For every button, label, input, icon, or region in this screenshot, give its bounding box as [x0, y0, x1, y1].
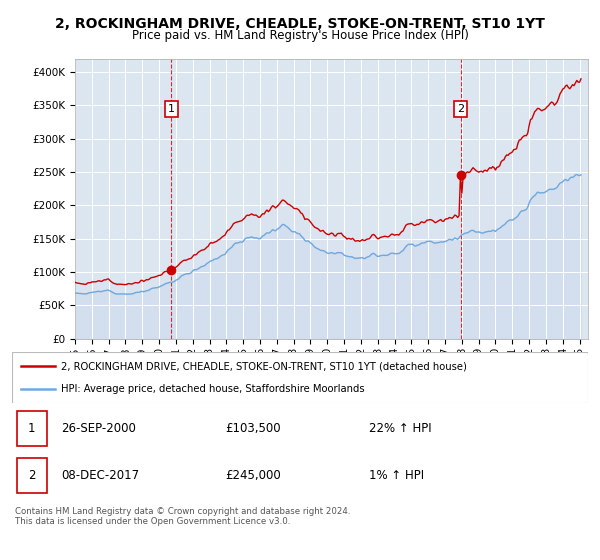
Text: 2: 2	[28, 469, 35, 482]
Text: 2, ROCKINGHAM DRIVE, CHEADLE, STOKE-ON-TRENT, ST10 1YT (detached house): 2, ROCKINGHAM DRIVE, CHEADLE, STOKE-ON-T…	[61, 361, 467, 371]
Text: 08-DEC-2017: 08-DEC-2017	[61, 469, 139, 482]
Text: 1: 1	[168, 104, 175, 114]
FancyBboxPatch shape	[12, 352, 588, 403]
Text: 26-SEP-2000: 26-SEP-2000	[61, 422, 136, 436]
Text: Contains HM Land Registry data © Crown copyright and database right 2024.
This d: Contains HM Land Registry data © Crown c…	[15, 507, 350, 526]
Text: 1: 1	[28, 422, 35, 436]
Text: 2, ROCKINGHAM DRIVE, CHEADLE, STOKE-ON-TRENT, ST10 1YT: 2, ROCKINGHAM DRIVE, CHEADLE, STOKE-ON-T…	[55, 17, 545, 31]
Bar	[17, 458, 47, 493]
Text: Price paid vs. HM Land Registry's House Price Index (HPI): Price paid vs. HM Land Registry's House …	[131, 29, 469, 42]
Bar	[17, 412, 47, 446]
Text: HPI: Average price, detached house, Staffordshire Moorlands: HPI: Average price, detached house, Staf…	[61, 384, 365, 394]
Text: £245,000: £245,000	[225, 469, 281, 482]
Text: 22% ↑ HPI: 22% ↑ HPI	[369, 422, 432, 436]
Text: 2: 2	[457, 104, 464, 114]
Text: 1% ↑ HPI: 1% ↑ HPI	[369, 469, 424, 482]
Text: £103,500: £103,500	[225, 422, 281, 436]
